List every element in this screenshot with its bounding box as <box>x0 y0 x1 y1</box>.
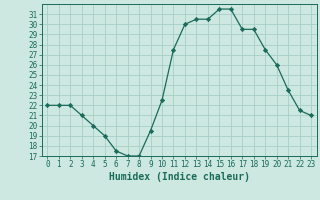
X-axis label: Humidex (Indice chaleur): Humidex (Indice chaleur) <box>109 172 250 182</box>
